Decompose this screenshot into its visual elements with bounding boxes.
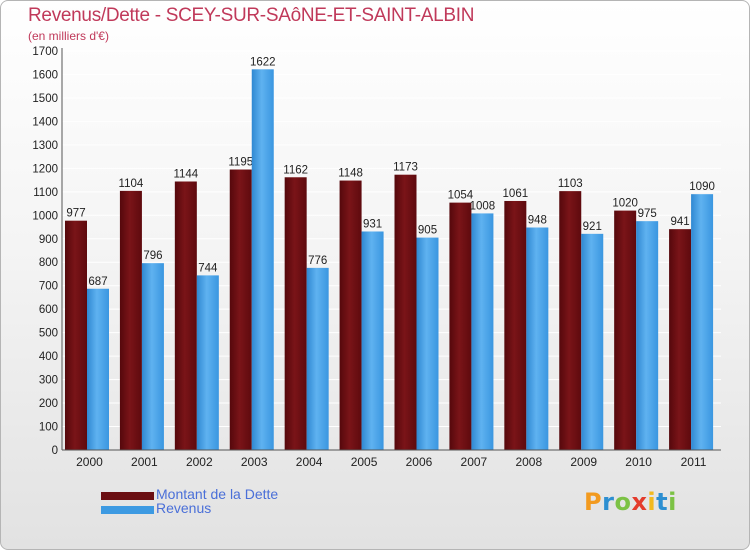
data-label: 905 — [418, 225, 437, 237]
logo-letter: x — [631, 488, 648, 516]
data-label: 1008 — [470, 200, 496, 212]
x-tick-label: 2011 — [681, 455, 707, 469]
y-tick-label: 1100 — [33, 187, 58, 199]
logo-letter: t — [656, 488, 669, 516]
x-tick-label: 2003 — [241, 455, 268, 469]
bar-revenus — [691, 194, 714, 450]
data-label: 744 — [198, 262, 218, 274]
data-label: 1104 — [119, 178, 144, 190]
data-label: 1054 — [448, 190, 474, 202]
data-label: 776 — [308, 255, 327, 267]
y-tick-label: 1500 — [32, 93, 58, 105]
y-tick-label: 900 — [39, 234, 58, 246]
chart-unit-label: (en milliers d'€) — [28, 29, 109, 43]
y-tick-label: 1200 — [32, 163, 58, 175]
bar-revenus — [471, 213, 494, 450]
data-label: 1162 — [283, 164, 308, 176]
bar-dette — [174, 181, 197, 451]
y-tick-label: 1400 — [32, 116, 58, 128]
bar-dette — [504, 200, 527, 450]
bar-revenus — [636, 221, 659, 450]
logo-letter: i — [668, 488, 677, 516]
y-tick-label: 300 — [39, 375, 58, 387]
y-tick-label: 0 — [52, 445, 58, 457]
data-label: 975 — [638, 208, 657, 220]
x-tick-label: 2010 — [625, 455, 652, 469]
y-tick-label: 1300 — [32, 140, 58, 152]
bar-revenus — [526, 227, 549, 450]
legend-label-dette: Montant de la Dette — [156, 486, 279, 502]
x-tick-label: 2005 — [351, 455, 378, 469]
chart-title: Revenus/Dette - SCEY-SUR-SAôNE-ET-SAINT-… — [28, 5, 475, 26]
bar-revenus — [361, 231, 384, 450]
bar-dette — [614, 210, 637, 450]
logo-letter: P — [584, 488, 603, 516]
data-label: 977 — [66, 208, 85, 220]
legend-label-revenus: Revenus — [156, 500, 212, 516]
y-tick-label: 700 — [39, 281, 58, 293]
legend-swatch-dette — [101, 492, 154, 500]
y-tick-label: 1700 — [32, 46, 58, 58]
data-label: 687 — [88, 276, 107, 288]
data-label: 1148 — [338, 168, 363, 180]
data-label: 1020 — [612, 198, 638, 210]
y-tick-label: 100 — [39, 422, 58, 434]
logo-letter: r — [602, 488, 615, 516]
data-label: 1103 — [558, 178, 583, 190]
y-tick-label: 1600 — [32, 69, 58, 81]
y-tick-label: 200 — [39, 398, 58, 410]
bar-dette — [229, 169, 252, 450]
data-label: 1144 — [173, 168, 198, 180]
bar-dette — [284, 177, 307, 450]
y-tick-label: 500 — [39, 328, 58, 340]
x-tick-label: 2007 — [461, 455, 488, 469]
data-label: 1195 — [228, 157, 253, 169]
bar-dette — [449, 202, 472, 450]
data-label: 1622 — [250, 56, 276, 68]
bar-dette — [65, 220, 87, 450]
bar-dette — [339, 180, 362, 450]
x-tick-label: 2009 — [570, 455, 597, 469]
bar-revenus — [251, 69, 274, 450]
bar-revenus — [416, 237, 439, 450]
y-tick-label: 600 — [39, 304, 58, 316]
bar-dette — [394, 174, 417, 450]
bar-dette — [119, 190, 142, 450]
x-tick-label: 2008 — [515, 455, 542, 469]
logo-letter: i — [647, 488, 657, 516]
bar-dette — [669, 229, 692, 450]
data-label: 1173 — [393, 162, 418, 174]
y-tick-label: 1000 — [32, 210, 58, 222]
data-label: 1061 — [503, 188, 529, 200]
y-tick-label: 800 — [39, 257, 58, 269]
bar-revenus — [141, 263, 164, 450]
legend-swatch-revenus — [101, 506, 154, 514]
bar-revenus — [306, 267, 329, 450]
y-tick-label: 400 — [39, 351, 58, 363]
data-label: 921 — [583, 221, 602, 233]
data-label: 941 — [670, 216, 689, 228]
bar-revenus — [581, 233, 604, 450]
data-label: 948 — [528, 214, 547, 226]
logo-letter: o — [614, 488, 632, 516]
data-label: 1090 — [689, 181, 715, 193]
bar-revenus — [87, 288, 109, 450]
proxiti-logo: Proxiti — [584, 488, 677, 516]
x-tick-label: 2006 — [406, 455, 433, 469]
x-tick-label: 2001 — [131, 455, 158, 469]
data-label: 796 — [143, 250, 162, 262]
bar-revenus — [196, 275, 219, 450]
x-tick-label: 2000 — [76, 455, 103, 469]
bar-dette — [559, 191, 582, 450]
data-label: 931 — [363, 218, 382, 230]
x-tick-label: 2002 — [186, 455, 213, 469]
x-tick-label: 2004 — [296, 455, 323, 469]
